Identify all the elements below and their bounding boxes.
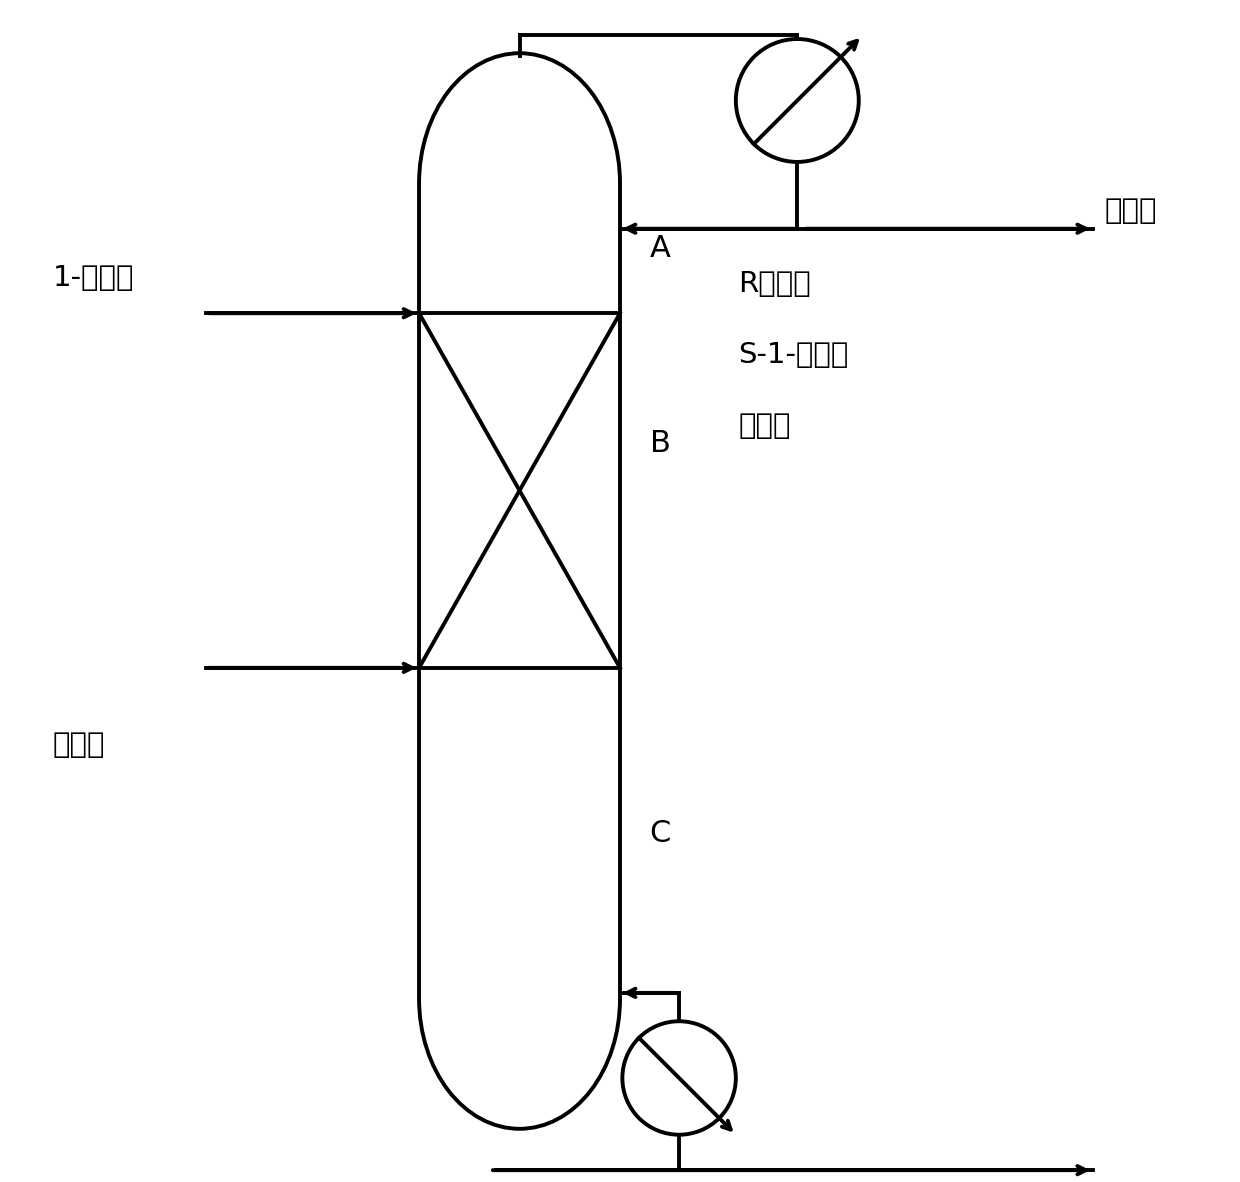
Text: S-1-苯乙胺: S-1-苯乙胺 [738, 340, 848, 369]
Text: B: B [650, 429, 671, 457]
Text: 罧酸酯: 罧酸酯 [738, 411, 791, 440]
Text: C: C [650, 819, 671, 847]
Text: 1-苯乙胺: 1-苯乙胺 [52, 264, 134, 292]
Text: R型酰胺: R型酰胺 [738, 269, 811, 298]
Text: 脂肪醇: 脂肪醇 [1105, 197, 1157, 225]
Text: 罧酸酯: 罧酸酯 [52, 730, 105, 759]
Text: A: A [650, 234, 671, 262]
